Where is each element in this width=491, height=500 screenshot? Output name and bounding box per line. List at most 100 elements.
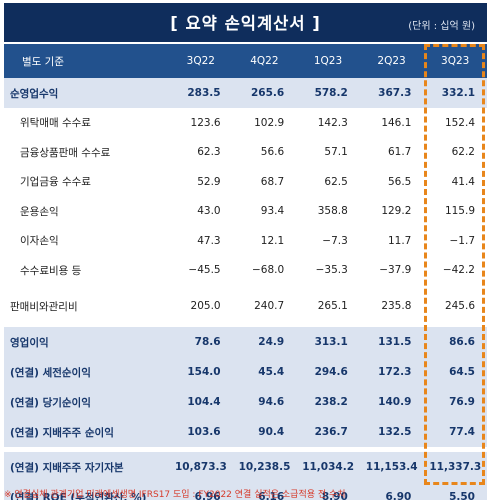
table-cell: 47.3 <box>169 226 233 256</box>
table-row: 위탁매매 수수료 123.6 102.9 142.3 146.1 152.4 <box>4 108 487 138</box>
column-header: 2Q23 <box>359 44 424 78</box>
table-cell: 12.1 <box>232 226 297 256</box>
table-cell: 238.2 <box>296 387 360 417</box>
table-row: 수수료비용 등 −45.5 −68.0 −35.3 −37.9 −42.2 <box>4 255 487 285</box>
table-cell: −1.7 <box>423 226 487 256</box>
table-cell: 45.4 <box>232 357 297 387</box>
table-cell: 5.50 <box>423 482 487 500</box>
table-cell: 104.4 <box>169 387 233 417</box>
table-cell: 56.6 <box>232 137 297 167</box>
table-cell: −35.3 <box>296 255 360 285</box>
table-cell: 129.2 <box>359 196 424 226</box>
table-cell: 52.9 <box>169 167 233 197</box>
table-cell: 8.90 <box>296 482 360 500</box>
footnote: ※ 연결실체 관계기업 미래에셋생명 IFRS17 도입 : FY2022 연결… <box>4 490 346 500</box>
table-cell: 62.3 <box>169 137 233 167</box>
table-row: 이자손익 47.3 12.1 −7.3 11.7 −1.7 <box>4 226 487 256</box>
row-label: 수수료비용 등 <box>4 255 169 285</box>
table-row: 순영업수익 283.5 265.6 578.2 367.3 332.1 <box>4 78 487 108</box>
table-cell: 132.5 <box>359 417 424 447</box>
table-cell: 24.9 <box>232 327 297 357</box>
table-cell: 94.6 <box>232 387 297 417</box>
table-row: 운용손익 43.0 93.4 358.8 129.2 115.9 <box>4 196 487 226</box>
column-header: 3Q22 <box>169 44 233 78</box>
table-cell: 235.8 <box>359 290 424 322</box>
row-label: 기업금융 수수료 <box>4 167 169 197</box>
table-cell: 10,873.3 <box>169 452 233 482</box>
table-cell: 86.6 <box>423 327 487 357</box>
table-cell: 6.96 <box>169 482 233 500</box>
table-cell: −68.0 <box>232 255 297 285</box>
table-row: 판매비와관리비 205.0 240.7 265.1 235.8 245.6 <box>4 290 487 322</box>
table-cell: 64.5 <box>423 357 487 387</box>
row-label: 이자손익 <box>4 226 169 256</box>
table-row: 기업금융 수수료 52.9 68.7 62.5 56.5 41.4 <box>4 167 487 197</box>
table-row: (연결) 지배주주 자기자본 10,873.3 10,238.5 11,034.2 11… <box>4 452 487 482</box>
row-label: (연결) ROE (누적연환산, %) <box>4 482 169 500</box>
table-cell: 172.3 <box>359 357 424 387</box>
table-cell: 245.6 <box>423 290 487 322</box>
table-cell: 90.4 <box>232 417 297 447</box>
row-gap-cell <box>4 285 487 290</box>
unit-label: (단위 : 십억 원) <box>408 21 475 32</box>
table-cell: 123.6 <box>169 108 233 138</box>
income-statement-table: 별도 기준 3Q22 4Q22 1Q23 2Q23 3Q23 순영업수익 283.… <box>4 44 487 500</box>
table-cell: −7.3 <box>296 226 360 256</box>
table-row: (연결) 지배주주 순이익 103.6 90.4 236.7 132.5 77.4 <box>4 417 487 447</box>
row-label: (연결) 세전순이익 <box>4 357 169 387</box>
table-cell: −37.9 <box>359 255 424 285</box>
title-bar: [ 요약 손익계산서 ] (단위 : 십억 원) <box>4 3 487 42</box>
row-gap-cell <box>4 322 487 327</box>
row-label: 순영업수익 <box>4 78 169 108</box>
table-cell: 103.6 <box>169 417 233 447</box>
table-cell: 62.2 <box>423 137 487 167</box>
table-cell: 265.1 <box>296 290 360 322</box>
table-cell: 41.4 <box>423 167 487 197</box>
table-cell: 11.7 <box>359 226 424 256</box>
table-cell: 154.0 <box>169 357 233 387</box>
table-cell: 57.1 <box>296 137 360 167</box>
table-cell: 6.90 <box>359 482 424 500</box>
column-header: 4Q22 <box>232 44 297 78</box>
table-cell: 11,034.2 <box>296 452 360 482</box>
table-row: (연결) 세전순이익 154.0 45.4 294.6 172.3 64.5 <box>4 357 487 387</box>
table-cell: 93.4 <box>232 196 297 226</box>
row-label: 판매비와관리비 <box>4 290 169 322</box>
table-cell: 115.9 <box>423 196 487 226</box>
column-header: 1Q23 <box>296 44 360 78</box>
row-gap-cell <box>4 447 487 452</box>
table-cell: 140.9 <box>359 387 424 417</box>
row-label: (연결) 지배주주 순이익 <box>4 417 169 447</box>
row-label: 위탁매매 수수료 <box>4 108 169 138</box>
row-label: 영업이익 <box>4 327 169 357</box>
table-cell: −45.5 <box>169 255 233 285</box>
table-cell: 78.6 <box>169 327 233 357</box>
row-label: (연결) 당기순이익 <box>4 387 169 417</box>
table-cell: 11,337.3 <box>423 452 487 482</box>
table-cell: 62.5 <box>296 167 360 197</box>
table-cell: 142.3 <box>296 108 360 138</box>
row-label: 운용손익 <box>4 196 169 226</box>
table-cell: 76.9 <box>423 387 487 417</box>
row-gap <box>4 322 487 327</box>
table-cell: 367.3 <box>359 78 424 108</box>
table-cell: 56.5 <box>359 167 424 197</box>
table-cell: −42.2 <box>423 255 487 285</box>
table-cell: 68.7 <box>232 167 297 197</box>
row-gap <box>4 447 487 452</box>
table-row: (연결) ROE (누적연환산, %) 6.96 6.16 8.90 6.90 5.50 <box>4 482 487 500</box>
table-row: 영업이익 78.6 24.9 313.1 131.5 86.6 <box>4 327 487 357</box>
table-cell: 240.7 <box>232 290 297 322</box>
table-cell: 265.6 <box>232 78 297 108</box>
table-cell: 6.16 <box>232 482 297 500</box>
column-header: 별도 기준 <box>4 44 169 78</box>
table-cell: 131.5 <box>359 327 424 357</box>
row-gap <box>4 285 487 290</box>
row-label: 금융상품판매 수수료 <box>4 137 169 167</box>
table-cell: 294.6 <box>296 357 360 387</box>
table-cell: 358.8 <box>296 196 360 226</box>
table-cell: 10,238.5 <box>232 452 297 482</box>
table-cell: 77.4 <box>423 417 487 447</box>
table-cell: 152.4 <box>423 108 487 138</box>
table-cell: 283.5 <box>169 78 233 108</box>
